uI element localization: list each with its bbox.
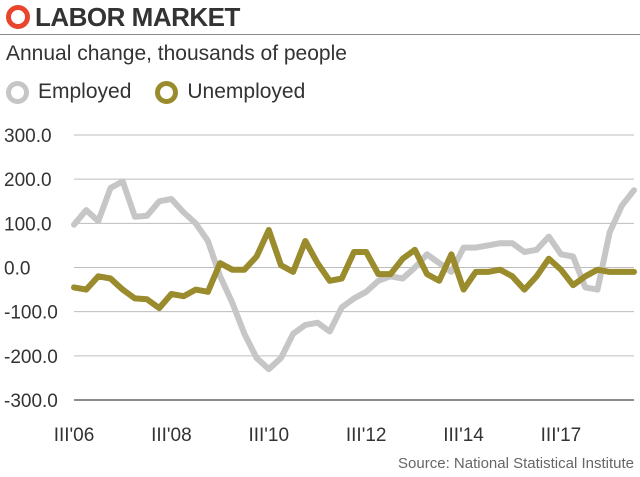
chart-subtitle: Annual change, thousands of people	[6, 42, 347, 65]
series-line-unemployed	[71, 227, 637, 312]
x-tick-label: III'14	[443, 425, 484, 446]
y-tick-label: 0.0	[4, 259, 30, 280]
chart-header: LABOR MARKET	[6, 2, 240, 32]
legend-label-employed: Employed	[38, 80, 132, 103]
y-tick-label: -300.0	[4, 391, 58, 412]
grid-lines	[74, 134, 634, 401]
x-tick-label: III'06	[54, 425, 95, 446]
series-lines	[71, 178, 637, 373]
legend-swatch-unemployed	[155, 80, 179, 104]
y-tick-label: 200.0	[4, 170, 52, 191]
legend-item-unemployed: Unemployed	[155, 80, 305, 104]
x-axis-ticks: III'06 III'08 III'10 III'12 III'14 III'17	[54, 425, 582, 446]
series-line-employed	[71, 178, 637, 373]
title-divider	[0, 34, 640, 35]
x-tick-label: III'17	[541, 425, 582, 446]
legend-swatch-employed	[6, 80, 29, 104]
x-tick-label: III'08	[151, 425, 192, 446]
y-tick-label: 300.0	[4, 126, 52, 147]
source-note: Source: National Statistical Institute	[398, 455, 634, 472]
y-tick-label: -100.0	[4, 303, 58, 324]
chart-title: LABOR MARKET	[35, 1, 240, 32]
x-tick-label: III'12	[346, 425, 387, 446]
legend-item-employed: Employed	[6, 80, 131, 104]
y-axis-ticks: 300.0 200.0 100.0 0.0 -100.0 -200.0 -300.0	[4, 126, 58, 412]
y-tick-label: -200.0	[4, 347, 58, 368]
title-circle-icon	[6, 5, 30, 29]
chart-legend: Employed Unemployed	[6, 80, 329, 104]
legend-label-unemployed: Unemployed	[187, 80, 306, 103]
x-tick-label: III'10	[248, 425, 289, 446]
y-tick-label: 100.0	[4, 214, 52, 235]
